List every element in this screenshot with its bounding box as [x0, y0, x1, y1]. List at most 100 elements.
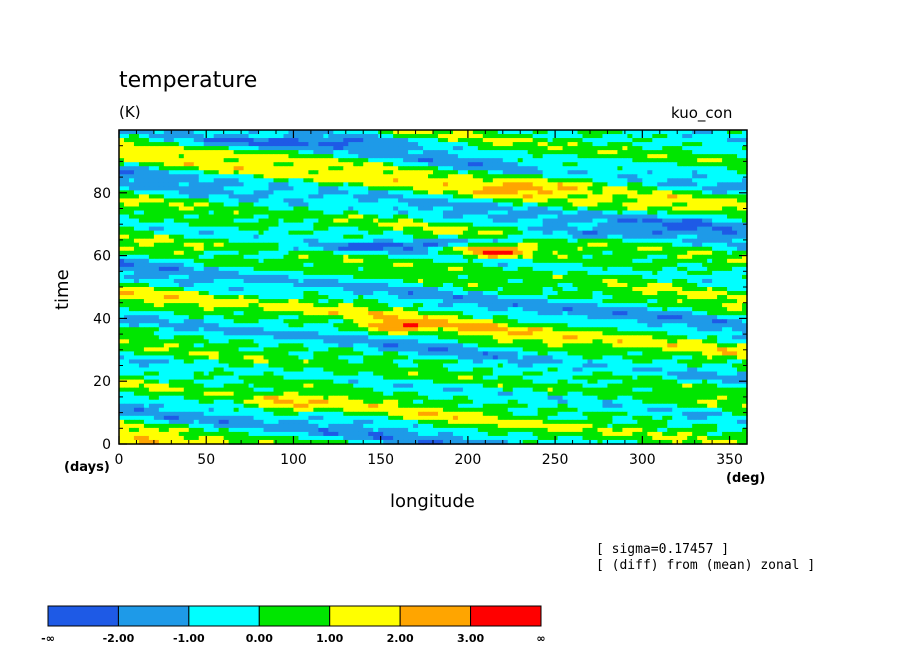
heatmap-cell [273, 142, 280, 147]
heatmap-cell [492, 182, 499, 187]
heatmap-cell [487, 210, 494, 216]
heatmap-cell [722, 170, 728, 175]
heatmap-cell [258, 230, 265, 236]
heatmap-cell [722, 274, 728, 280]
heatmap-cell [133, 142, 140, 147]
heatmap-cell [447, 186, 454, 191]
heatmap-cell [363, 214, 369, 220]
heatmap-cell [572, 234, 579, 240]
heatmap-cell [612, 222, 619, 228]
heatmap-cell [218, 178, 225, 183]
heatmap-cell [522, 210, 529, 216]
heatmap-cell [482, 162, 489, 167]
heatmap-cell [642, 150, 648, 155]
heatmap-cell [298, 202, 305, 208]
heatmap-cell [567, 186, 574, 191]
heatmap-cell [482, 258, 489, 264]
heatmap-cell [243, 134, 250, 139]
heatmap-cell [423, 238, 429, 244]
heatmap-cell [642, 138, 648, 143]
heatmap-cell [602, 214, 609, 220]
heatmap-cell [652, 250, 658, 256]
heatmap-cell [557, 242, 564, 248]
heatmap-cell [148, 278, 155, 284]
heatmap-cell [173, 238, 180, 244]
heatmap-cell [707, 170, 713, 175]
heatmap-cell [333, 234, 339, 240]
heatmap-cell [183, 274, 190, 280]
heatmap-cell [308, 282, 314, 288]
heatmap-cell [592, 274, 599, 280]
heatmap-cell [592, 170, 599, 175]
heatmap-cell [662, 190, 668, 196]
heatmap-cell [358, 282, 364, 288]
heatmap-cell [602, 230, 609, 236]
heatmap-cell [637, 218, 643, 224]
heatmap-cell [592, 138, 599, 143]
heatmap-cell [248, 138, 255, 143]
heatmap-cell [258, 150, 265, 155]
heatmap-cell [228, 226, 235, 232]
heatmap-cell [637, 194, 643, 200]
heatmap-cell [482, 142, 489, 147]
heatmap-cell [378, 162, 384, 167]
heatmap-cell [143, 222, 150, 228]
heatmap-cell [462, 134, 469, 139]
heatmap-cell [223, 242, 230, 248]
heatmap-cell [308, 274, 314, 280]
heatmap-cell [737, 258, 743, 264]
heatmap-cell [213, 158, 220, 163]
heatmap-cell [433, 270, 439, 276]
heatmap-cell [143, 218, 150, 224]
heatmap-cell [542, 154, 549, 159]
heatmap-cell [153, 154, 160, 159]
heatmap-cell [497, 174, 504, 179]
heatmap-cell [692, 166, 698, 171]
heatmap-cell [148, 186, 155, 191]
heatmap-cell [572, 190, 579, 196]
heatmap-cell [208, 206, 215, 212]
heatmap-cell [323, 134, 329, 139]
heatmap-cell [562, 210, 569, 216]
heatmap-cell [642, 190, 648, 196]
heatmap-cell [163, 266, 170, 272]
heatmap-cell [368, 194, 374, 200]
heatmap-cell [123, 258, 130, 264]
heatmap-cell [562, 174, 569, 179]
heatmap-cell [612, 198, 619, 204]
heatmap-cell [597, 154, 604, 159]
heatmap-cell [662, 266, 668, 272]
heatmap-cell [552, 282, 559, 288]
heatmap-cell [223, 222, 230, 228]
heatmap-cell [557, 218, 564, 224]
heatmap-cell [363, 266, 369, 272]
heatmap-cell [263, 190, 270, 196]
heatmap-cell [208, 218, 215, 224]
heatmap-cell [128, 130, 135, 135]
heatmap-cell [617, 246, 623, 252]
heatmap-cell [353, 210, 359, 216]
heatmap-cell [547, 230, 554, 236]
heatmap-cell [228, 250, 235, 256]
heatmap-cell [642, 214, 648, 220]
heatmap-cell [283, 138, 290, 143]
heatmap-cell [682, 174, 688, 179]
heatmap-cell [253, 202, 260, 208]
heatmap-cell [527, 214, 534, 220]
heatmap-cell [413, 186, 419, 191]
heatmap-cell [667, 274, 673, 280]
heatmap-cell [363, 178, 369, 183]
heatmap-cell [218, 210, 225, 216]
heatmap-cell [462, 282, 469, 288]
heatmap-cell [318, 222, 324, 228]
heatmap-cell [582, 178, 589, 183]
heatmap-cell [143, 150, 150, 155]
heatmap-cell [647, 274, 653, 280]
heatmap-cell [537, 274, 544, 280]
heatmap-cell [517, 166, 524, 171]
heatmap-cell [323, 174, 329, 179]
heatmap-cell [283, 134, 290, 139]
heatmap-cell [602, 210, 609, 216]
heatmap-cell [423, 278, 429, 284]
heatmap-cell [582, 270, 589, 276]
